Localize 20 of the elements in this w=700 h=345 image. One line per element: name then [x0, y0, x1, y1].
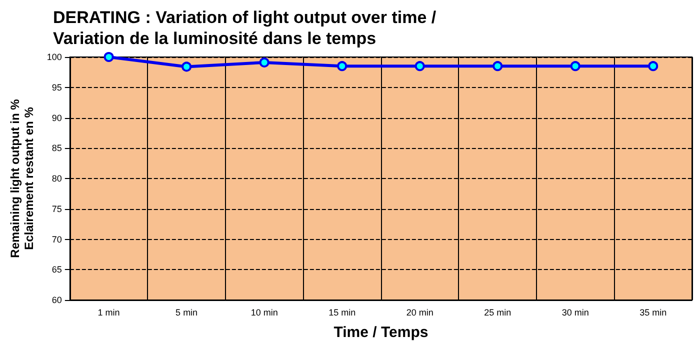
x-tick-label: 10 min: [250, 308, 278, 318]
x-tick-label: 30 min: [562, 308, 589, 318]
x-tick-label: 5 min: [176, 308, 198, 318]
y-tick-label: 95: [52, 82, 62, 92]
x-tick-label: 25 min: [484, 308, 512, 318]
y-axis-title: Remaining light output in % Eclairement restant en %: [8, 98, 36, 258]
y-tick-label: 70: [52, 234, 62, 244]
y-tick-label: 75: [52, 204, 62, 214]
chart-title: DERATING : Variation of light output over time / Variation de la luminosité dans le temps: [53, 8, 436, 48]
x-tick-label: 1 min: [98, 308, 120, 318]
y-tick-label: 100: [46, 52, 62, 62]
x-tick-label: 15 min: [328, 308, 356, 318]
y-tick-label: 90: [52, 112, 62, 123]
x-axis-title: Time / Temps: [334, 324, 428, 341]
x-tick-label: 20 min: [406, 308, 434, 318]
y-tick-label: 85: [52, 143, 62, 154]
y-tick-label: 60: [52, 295, 62, 305]
y-tick-label: 65: [52, 264, 62, 275]
x-tick-label: 35 min: [640, 308, 667, 318]
y-tick-label: 80: [52, 174, 62, 184]
